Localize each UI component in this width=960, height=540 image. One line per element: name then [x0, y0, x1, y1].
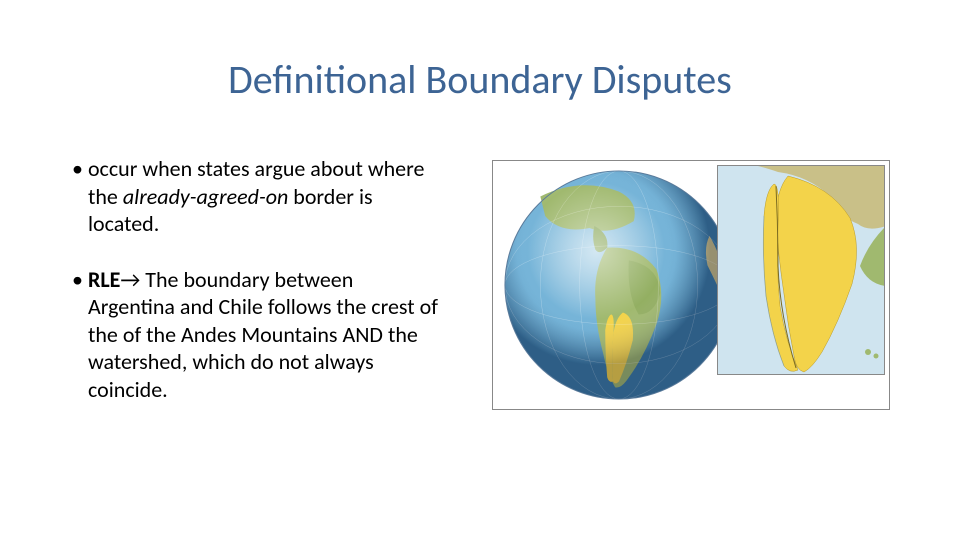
bullet-2-rest: The boundary between Argentina and Chile… [88, 266, 438, 403]
bullet-1-italic: already-agreed-on [123, 183, 288, 210]
map-image-frame [492, 160, 890, 410]
bullet-2-bold: RLE [88, 266, 120, 293]
slide-title: Definitional Boundary Disputes [0, 55, 960, 104]
bullet-2: RLE→ The boundary between Argentina and … [72, 266, 442, 404]
bullet-1: occur when states argue about where the … [72, 155, 442, 238]
arrow-icon: → [120, 266, 140, 293]
globe-south-america-icon [501, 167, 737, 403]
inset-svg [718, 166, 885, 375]
body-text-column: occur when states argue about where the … [72, 155, 442, 431]
map-inset-south-cone [717, 165, 885, 375]
